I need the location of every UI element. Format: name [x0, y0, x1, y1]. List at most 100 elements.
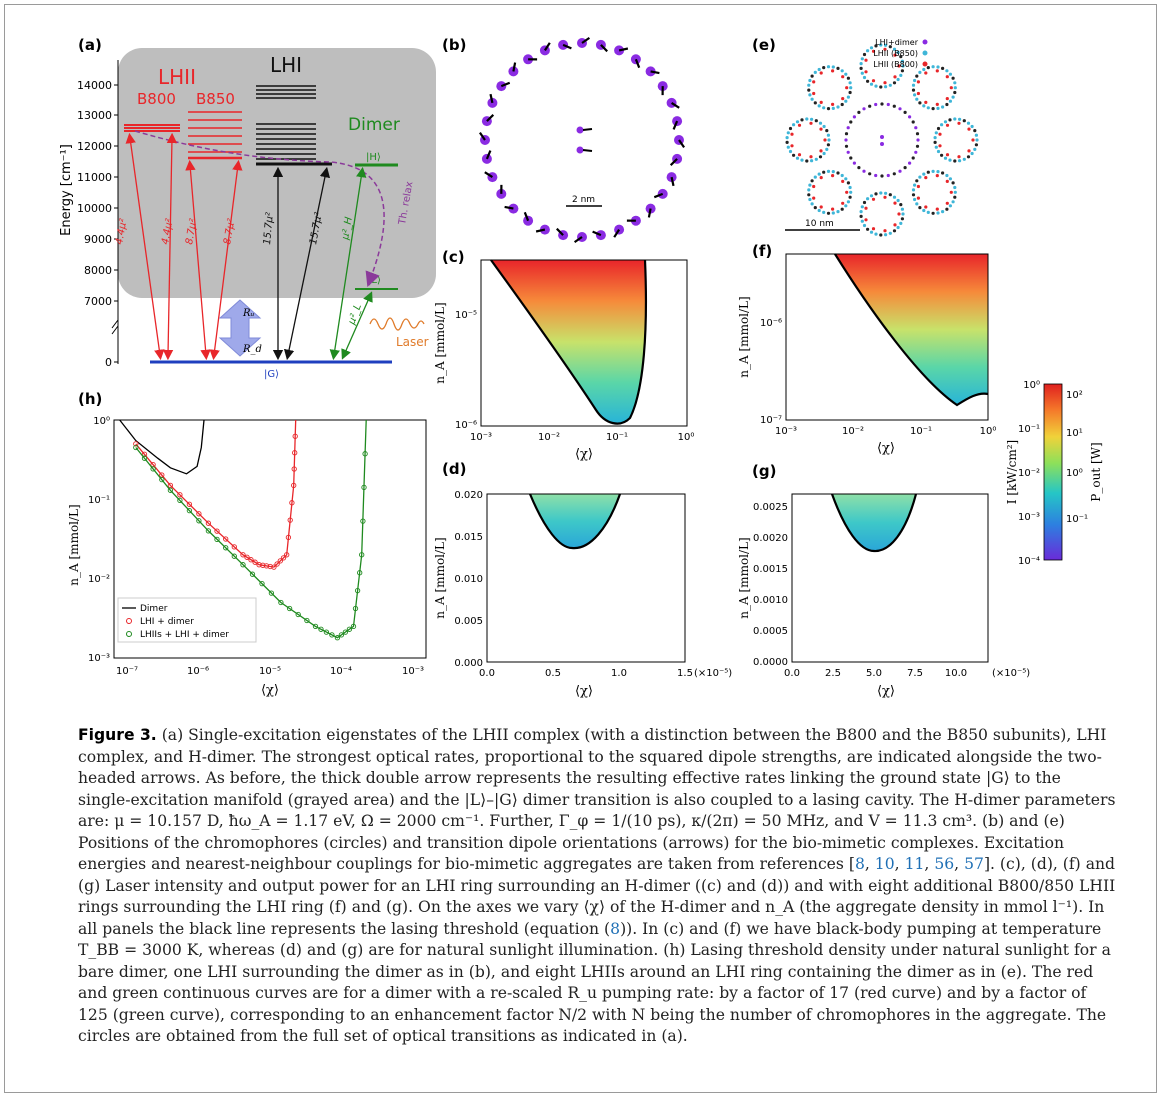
lhii-b800-chromophore: [971, 138, 975, 142]
svg-text:10⁻³: 10⁻³: [470, 432, 492, 443]
lhii-b850-chromophore: [879, 233, 883, 237]
lhii-b800-chromophore: [949, 86, 953, 90]
data-point: [240, 562, 246, 568]
svg-text:10000: 10000: [77, 202, 112, 215]
lhii-b850-chromophore: [901, 64, 905, 68]
series-line-1: [135, 419, 297, 568]
lhii-b850-chromophore: [795, 120, 800, 124]
lhii-b800-chromophore: [841, 75, 845, 79]
dipole-arrow: [486, 114, 495, 122]
svg-text:10⁻²: 10⁻²: [538, 432, 560, 443]
lhii-b800-chromophore: [893, 201, 897, 205]
lhii-b850-chromophore: [948, 72, 953, 76]
caption-ref-1[interactable]: 8: [854, 855, 865, 873]
lhii-b800-chromophore: [819, 149, 823, 153]
caption-eq-ref[interactable]: 8: [610, 919, 621, 938]
lhii-b850-chromophore: [813, 206, 817, 210]
svg-text:10¹: 10¹: [1066, 428, 1083, 439]
lhii-b800-chromophore: [812, 184, 816, 189]
svg-text:10⁻²: 10⁻²: [88, 574, 110, 585]
figure-3: (a) Energy [cm⁻¹] 14000 13000 12000 1100…: [59, 36, 1103, 699]
colorbar: 10⁰ 10⁻¹ 10⁻² 10⁻³ 10⁻⁴ 10² 10¹ 10⁰ 10⁻¹…: [1005, 380, 1103, 567]
lhii-b850-chromophore: [953, 185, 957, 190]
caption-ref-5[interactable]: 57: [964, 855, 984, 873]
data-point: [318, 626, 324, 632]
lhii-b850-chromophore: [899, 221, 903, 225]
lhii-b850-chromophore: [911, 193, 916, 197]
lhi-chromophore: [914, 126, 918, 130]
data-point: [252, 559, 258, 565]
lhii-b850-chromophore: [822, 66, 826, 70]
lhii-b850-chromophore: [884, 43, 888, 47]
lhii-b850-chromophore: [813, 101, 817, 105]
svg-text:10⁻⁵: 10⁻⁵: [259, 666, 281, 677]
lhii-b800-chromophore: [819, 100, 823, 104]
lhii-b850-chromophore: [953, 117, 957, 121]
lhii-b800-chromophore: [790, 144, 794, 148]
lhi-chromophore: [880, 174, 884, 178]
lhi-chromophore: [874, 173, 878, 178]
colorbar-right-label: P_out [W]: [1089, 442, 1103, 501]
caption-ref-4[interactable]: 56: [934, 855, 955, 873]
lhii-b850-chromophore: [879, 43, 883, 47]
lhii-b850-chromophore: [862, 75, 867, 80]
dimer-transition-arrows: [329, 166, 373, 361]
svg-text:10⁻⁶: 10⁻⁶: [455, 420, 477, 431]
lhi-chromophore: [868, 172, 872, 176]
lhii-b800-chromophore: [812, 80, 816, 84]
data-point: [214, 536, 220, 543]
lhii-b850-chromophore: [848, 185, 852, 190]
panel-h: (h) 10⁻⁷ 10⁻⁶ 10⁻⁵ 10⁻⁴ 10⁻³ 10⁰ 10⁻¹ 10…: [67, 390, 427, 698]
caption-ref-3[interactable]: 11: [904, 855, 925, 873]
rate-b850-2: 8.7μ²: [222, 218, 237, 246]
data-point: [177, 492, 183, 498]
data-point: [291, 466, 297, 472]
panel-d: (d) 0.0 0.5 1.0 1.5 (×10⁻⁵) 0.020 0.015 …: [433, 460, 732, 699]
lhii-b800-chromophore: [864, 218, 868, 222]
dipole-arrow: [650, 70, 660, 75]
lhi-levels: [256, 85, 332, 166]
series-line-2: [135, 419, 367, 639]
lhi-chromophore: [880, 102, 884, 106]
caption-ref-2[interactable]: 10: [874, 855, 895, 873]
lhii-b800-chromophore: [819, 205, 823, 209]
lhii-b850-chromophore: [884, 85, 888, 89]
data-point: [141, 451, 148, 457]
lhii-b850-chromophore: [892, 47, 897, 51]
lhii-b850-chromophore: [936, 126, 941, 131]
lhii-b800-chromophore: [809, 155, 813, 159]
panel-d-tag: (d): [442, 460, 466, 478]
lhii-b850-chromophore: [884, 191, 888, 195]
lhii-b850-chromophore: [862, 52, 867, 57]
panel-f-tag: (f): [752, 242, 772, 260]
lhii-b850-chromophore: [966, 121, 971, 125]
svg-text:9000: 9000: [84, 233, 112, 246]
lhii-b850-chromophore: [948, 99, 953, 103]
lhii-b850-chromophore: [810, 179, 814, 183]
lhii-b850-chromophore: [943, 156, 948, 160]
lhii-b850-chromophore: [951, 181, 955, 185]
colorbar-gradient: [1043, 383, 1063, 561]
lhii-b850-chromophore: [896, 225, 900, 230]
lhii-b800-chromophore: [864, 70, 868, 74]
data-point: [223, 545, 229, 551]
svg-text:10⁻²: 10⁻²: [842, 426, 864, 437]
lhii-b850-chromophore: [953, 81, 957, 85]
lhii-b850-chromophore: [818, 121, 823, 125]
lhii-b800-chromophore: [957, 121, 961, 125]
lhii-b850-chromophore: [810, 74, 814, 78]
svg-text:10⁰: 10⁰: [980, 426, 997, 437]
rate-dimer-h: μ²_H: [340, 216, 355, 242]
lhii-b850-chromophore: [807, 88, 811, 92]
panel-d-ylabel: n_A [mmol/L]: [433, 537, 447, 618]
lhii-b850-chromophore: [888, 83, 892, 87]
rate-b800-2: 4.4μ²: [160, 218, 175, 246]
lhi-chromophore: [914, 150, 918, 154]
dimer-l-label: |L⟩: [368, 275, 381, 286]
lhii-b850-chromophore: [888, 193, 892, 197]
lhii-b850-chromophore: [785, 140, 789, 144]
lhii-b800-chromophore: [864, 58, 868, 62]
svg-text:0.0: 0.0: [784, 668, 800, 679]
lhii-b850-chromophore: [941, 66, 945, 70]
lhii-b850-chromophore: [859, 214, 863, 218]
